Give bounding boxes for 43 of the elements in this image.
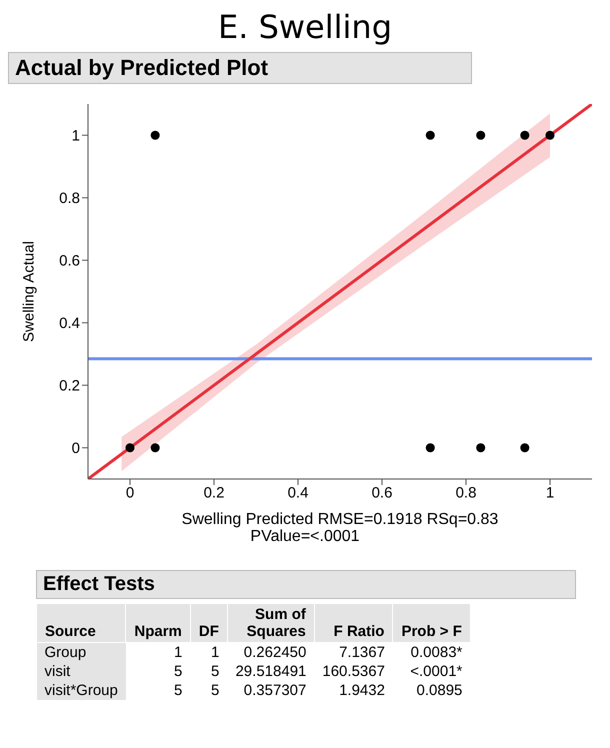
y-axis-title: Swelling Actual bbox=[20, 241, 38, 342]
x-tick-label: 0.8 bbox=[456, 484, 476, 502]
text: Source bbox=[36, 604, 126, 642]
text: 0.0083* bbox=[410, 643, 464, 662]
text: 5 bbox=[173, 662, 184, 681]
chart-subtitle: Actual by Predicted Plot bbox=[8, 52, 472, 84]
text: visit bbox=[36, 662, 126, 681]
text: Group bbox=[36, 642, 126, 662]
text: Prob > F bbox=[392, 604, 470, 642]
text: Sum of Squares bbox=[227, 604, 314, 642]
x-tick-label: 0.4 bbox=[288, 484, 308, 502]
text: F Ratio bbox=[314, 604, 393, 642]
text: PValue=<.0001 bbox=[249, 528, 361, 546]
text: 1.9432 bbox=[338, 681, 386, 700]
text: visit*Group bbox=[36, 681, 126, 700]
text: Nparm bbox=[126, 604, 190, 642]
line-series bbox=[88, 104, 592, 479]
y-tick-label: 0.2 bbox=[59, 378, 80, 395]
text: 160.5367 bbox=[321, 662, 386, 681]
text: 7.1367 bbox=[338, 643, 386, 662]
x-tick-label: 0.6 bbox=[372, 484, 392, 502]
text: 5 bbox=[210, 681, 220, 700]
text: 29.518491 bbox=[234, 662, 308, 681]
text: 0.357307 bbox=[242, 681, 308, 700]
x-tick-label: 1 bbox=[546, 484, 554, 502]
text: 1 bbox=[210, 643, 220, 662]
text: 0.0895 bbox=[416, 681, 464, 700]
x-tick-label: 0.2 bbox=[204, 484, 224, 502]
text: <.0001* bbox=[409, 662, 464, 681]
x-axis-title: Swelling Predicted RMSE=0.1918 RSq=0.83 bbox=[182, 511, 498, 528]
y-tick-label: 0.8 bbox=[59, 190, 80, 208]
text: 5 bbox=[210, 662, 220, 681]
y-tick-label: 0 bbox=[72, 440, 80, 458]
x-tick-label: 0 bbox=[126, 484, 134, 502]
chart-title: E. Swelling bbox=[217, 8, 393, 46]
text: 1 bbox=[173, 643, 184, 662]
text: 0.262450 bbox=[242, 643, 308, 662]
y-tick-label: 1 bbox=[72, 128, 80, 145]
text: 5 bbox=[173, 681, 184, 700]
y-tick-label: 0.6 bbox=[59, 252, 80, 270]
text: DF bbox=[190, 604, 228, 642]
text: Effect Tests bbox=[36, 570, 576, 599]
y-tick-label: 0.4 bbox=[59, 315, 80, 332]
